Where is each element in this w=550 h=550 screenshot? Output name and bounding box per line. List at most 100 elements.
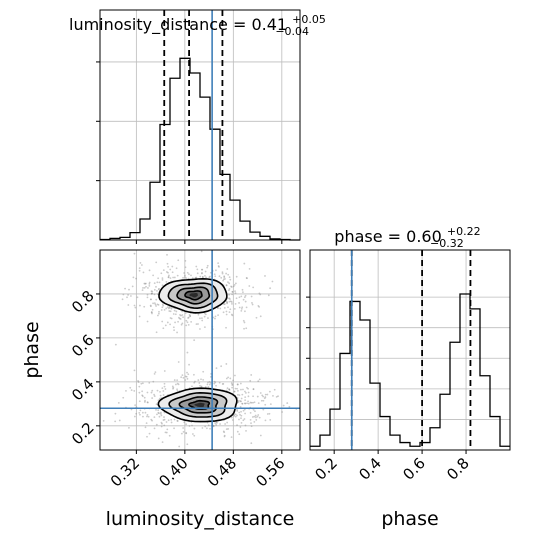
sample-point — [252, 408, 255, 411]
sample-point — [222, 279, 224, 282]
sample-point — [207, 386, 210, 388]
sample-point — [159, 390, 161, 393]
sample-point — [227, 428, 230, 430]
sample-point — [233, 414, 235, 417]
sample-point — [197, 313, 200, 316]
density-contour — [157, 387, 238, 423]
sample-point — [234, 290, 236, 293]
sample-point — [150, 298, 152, 301]
sample-point — [234, 302, 237, 305]
sample-point — [207, 381, 209, 384]
sample-point — [253, 415, 256, 418]
sample-point — [158, 310, 160, 313]
sample-point — [180, 432, 183, 435]
sample-point — [225, 363, 228, 365]
sample-point — [169, 323, 171, 326]
sample-point — [244, 399, 247, 401]
sample-point — [234, 292, 237, 295]
sample-point — [268, 412, 271, 415]
sample-point — [163, 382, 166, 385]
sample-point — [258, 378, 261, 381]
sample-point — [186, 443, 189, 446]
sample-point — [156, 413, 158, 416]
sample-point — [186, 321, 189, 324]
sample-point — [262, 399, 265, 402]
sample-point — [240, 414, 243, 417]
sample-point — [227, 273, 230, 276]
sample-point — [165, 431, 168, 434]
sample-point — [153, 372, 156, 375]
sample-point — [242, 298, 245, 301]
sample-point — [249, 401, 252, 404]
sample-point — [240, 397, 243, 400]
sample-point — [231, 386, 234, 389]
sample-point — [223, 303, 225, 306]
sample-point — [183, 272, 185, 274]
sample-point — [240, 410, 242, 413]
sample-point — [167, 274, 170, 277]
sample-point — [203, 315, 206, 318]
sample-point — [150, 418, 153, 421]
sample-point — [249, 418, 252, 421]
x-axis-label-luminosity-distance: luminosity_distance — [106, 508, 295, 530]
sample-point — [209, 271, 212, 274]
sample-point — [241, 402, 244, 405]
sample-point — [197, 379, 200, 381]
sample-point — [176, 274, 179, 277]
sample-point — [225, 428, 228, 430]
sample-point — [160, 414, 163, 417]
sample-point — [164, 431, 167, 434]
sample-point — [187, 323, 190, 326]
sample-point — [127, 294, 129, 296]
sample-point — [191, 385, 193, 388]
sample-point — [234, 387, 237, 390]
x-tick-label-phase: 0.6 — [399, 454, 429, 484]
sample-point — [146, 293, 149, 296]
sample-point — [199, 317, 201, 320]
sample-point — [217, 262, 220, 265]
sample-point — [207, 424, 210, 427]
sample-point — [165, 307, 168, 310]
sample-point — [201, 268, 204, 271]
sample-point — [155, 423, 158, 426]
sample-point — [251, 416, 254, 418]
sample-point — [157, 409, 160, 412]
sample-point — [161, 306, 164, 309]
sample-point — [125, 389, 127, 392]
sample-point — [161, 387, 164, 390]
sample-point — [163, 385, 166, 388]
sample-point — [173, 329, 175, 332]
sample-point — [157, 411, 160, 414]
sample-point — [264, 275, 266, 277]
sample-point — [264, 396, 267, 398]
sample-point — [160, 425, 163, 428]
sample-point — [223, 435, 226, 438]
sample-point — [226, 302, 228, 305]
sample-point — [193, 373, 195, 376]
sample-point — [141, 395, 144, 398]
sample-point — [261, 394, 264, 397]
sample-point — [151, 419, 153, 422]
sample-point — [238, 302, 240, 304]
sample-point — [247, 395, 250, 398]
sample-point — [215, 421, 218, 424]
sample-point — [183, 421, 186, 424]
sample-point — [226, 301, 229, 304]
sample-point — [176, 388, 178, 391]
sample-point — [126, 296, 128, 299]
sample-point — [231, 290, 234, 293]
sample-point — [240, 308, 243, 310]
sample-point — [180, 376, 183, 379]
sample-point — [163, 418, 166, 421]
sample-point — [185, 432, 188, 435]
sample-point — [186, 351, 189, 354]
sample-point — [266, 413, 269, 415]
sample-point — [178, 317, 181, 320]
sample-point — [161, 277, 164, 280]
sample-point — [271, 280, 274, 283]
sample-point — [215, 384, 217, 387]
sample-point — [161, 441, 164, 444]
sample-point — [141, 264, 143, 266]
sample-point — [222, 382, 225, 385]
sample-point — [250, 442, 253, 445]
